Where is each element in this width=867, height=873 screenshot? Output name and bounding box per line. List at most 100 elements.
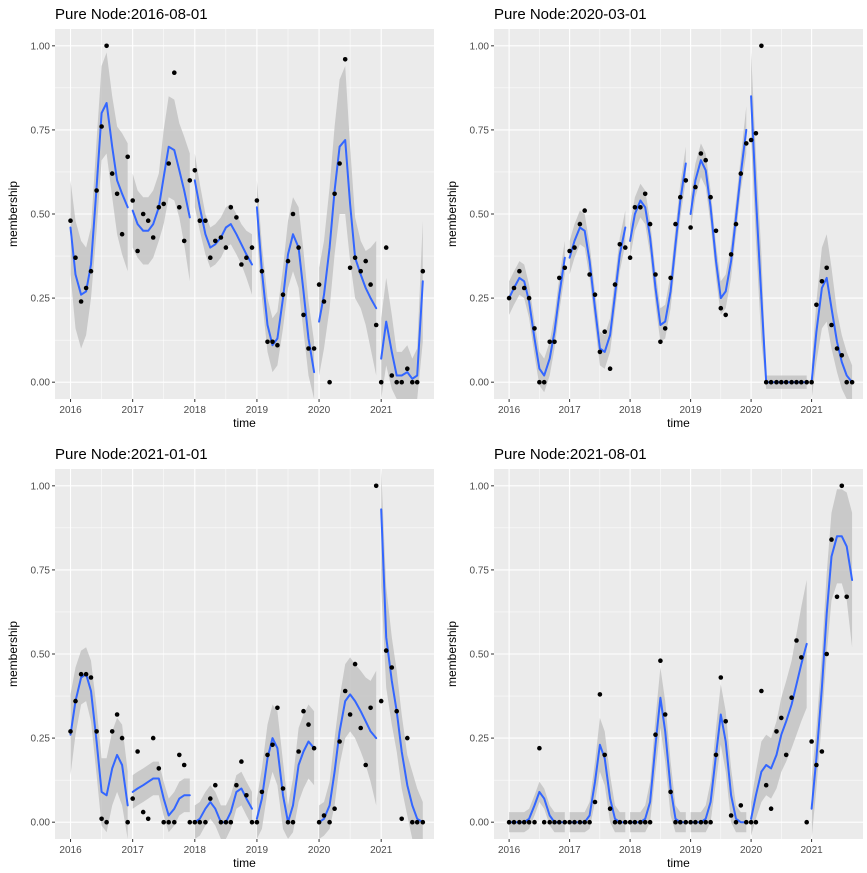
data-point (177, 205, 182, 210)
y-tick-label: 0.75 (31, 125, 51, 136)
data-point (244, 255, 249, 260)
data-point (532, 819, 537, 825)
data-point (265, 339, 270, 345)
data-point (358, 268, 364, 274)
y-tick-label: 0.00 (31, 818, 51, 829)
data-point (849, 379, 855, 385)
data-point (181, 238, 187, 244)
data-point (270, 742, 275, 748)
data-point (181, 762, 187, 768)
data-point (177, 752, 182, 758)
data-point (526, 295, 532, 301)
data-point (592, 292, 598, 298)
data-point (192, 819, 198, 825)
smooth-fit-line (568, 226, 627, 353)
data-point (280, 786, 286, 791)
data-point (607, 806, 613, 811)
y-tick-label: 1.00 (470, 41, 490, 52)
data-point (713, 228, 719, 234)
data-point (78, 299, 84, 304)
data-point (161, 201, 166, 207)
data-point (819, 279, 825, 284)
confidence-ribbon (751, 580, 807, 836)
data-point (592, 799, 598, 805)
x-tick-label: 2019 (246, 845, 269, 856)
data-point (316, 819, 322, 825)
data-point (763, 379, 769, 385)
x-tick-label: 2020 (308, 405, 331, 416)
data-point (567, 248, 572, 254)
data-point (94, 188, 99, 193)
x-tick-label: 2016 (498, 405, 521, 416)
y-tick-label: 0.50 (31, 210, 51, 221)
data-point (537, 745, 542, 751)
data-point (562, 819, 568, 825)
smooth-fit-line (318, 139, 378, 323)
x-tick-label: 2021 (800, 405, 823, 416)
data-point (218, 819, 224, 825)
data-point (156, 205, 162, 210)
data-point (275, 342, 280, 348)
x-tick-label: 2018 (619, 845, 642, 856)
data-point (607, 366, 613, 372)
smooth-fit-line (750, 642, 808, 820)
data-point (342, 57, 348, 62)
data-point (301, 708, 306, 714)
data-point (521, 819, 527, 825)
y-tick-label: 0.50 (31, 650, 51, 661)
data-point (511, 285, 517, 291)
data-point (249, 245, 255, 250)
data-point (738, 803, 744, 808)
data-point (744, 819, 749, 825)
data-point (547, 339, 552, 345)
data-point (632, 205, 638, 210)
data-point (623, 245, 628, 250)
data-point (577, 221, 583, 227)
data-point (420, 819, 426, 825)
data-point (627, 819, 633, 825)
data-point (363, 762, 369, 768)
data-point (642, 191, 648, 197)
data-point (759, 43, 764, 49)
smooth-fit-line (69, 673, 129, 807)
data-point (399, 816, 405, 822)
x-tick-label: 2019 (679, 845, 702, 856)
data-point (779, 379, 784, 385)
y-tick-label: 0.00 (470, 378, 490, 389)
data-point (363, 258, 369, 264)
smooth-fit-line (255, 737, 316, 824)
data-point (213, 782, 218, 788)
data-point (799, 379, 804, 385)
data-point (378, 379, 384, 385)
data-point (834, 346, 840, 351)
data-point (301, 312, 306, 318)
y-tick-label: 0.75 (470, 125, 490, 136)
data-point (783, 379, 789, 385)
data-point (420, 268, 426, 274)
chart-panel-1: 0.00 0.25 0.50 0.75 1.00 2016 2017 2018 2019 2020… (6, 6, 434, 430)
data-point (708, 819, 713, 825)
data-point (723, 719, 728, 724)
data-point (228, 205, 234, 210)
data-point (587, 272, 592, 277)
data-point (321, 299, 327, 304)
x-tick-label: 2018 (184, 845, 207, 856)
data-point (647, 819, 653, 825)
data-point (347, 712, 353, 717)
data-point (254, 198, 260, 203)
data-point (88, 268, 94, 274)
x-tick-label: 2021 (800, 845, 823, 856)
data-point (662, 712, 668, 717)
smooth-fit-line (689, 128, 748, 300)
data-point (632, 819, 638, 825)
chart-panel-4: 0.00 0.25 0.50 0.75 1.00 2016 2017 2018 2019 2020… (445, 446, 863, 870)
data-point (597, 692, 603, 697)
data-point (658, 339, 663, 345)
x-tick-label: 2018 (619, 405, 642, 416)
data-point (582, 819, 587, 825)
data-point (834, 594, 840, 600)
data-point (327, 379, 332, 385)
y-tick-label: 0.25 (31, 294, 51, 305)
data-point (779, 715, 784, 721)
